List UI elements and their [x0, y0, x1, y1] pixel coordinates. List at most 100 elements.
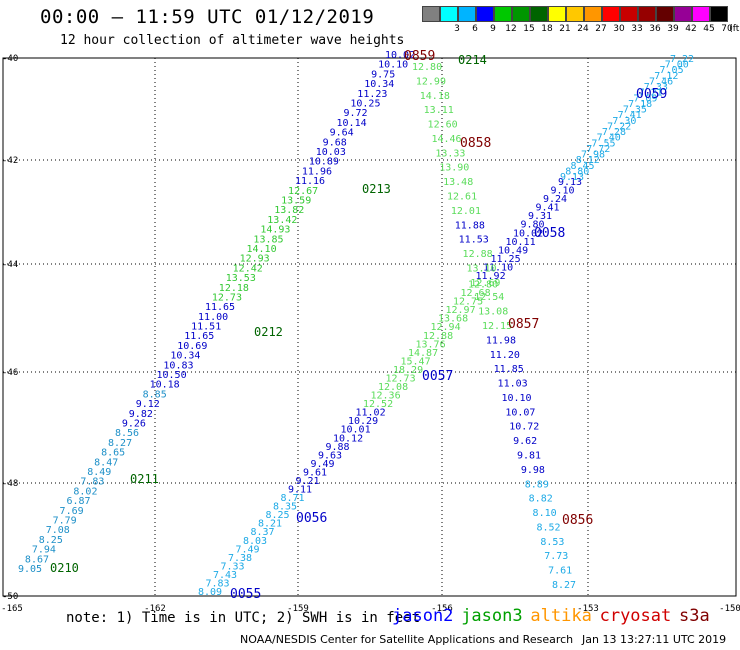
swh-value: 9.13	[558, 177, 582, 188]
swh-value: 10.01	[341, 425, 371, 436]
swh-value: 10.07	[505, 407, 535, 418]
swh-value: 10.25	[350, 98, 380, 109]
swh-value: 12.94	[431, 322, 461, 333]
scale-swatch-1	[440, 6, 458, 22]
scale-swatch-15	[692, 6, 710, 22]
swh-value: 8.80	[565, 166, 589, 177]
swh-value: 9.88	[326, 442, 350, 453]
time-tag: 0210	[50, 561, 79, 575]
swh-value: 10.10	[501, 393, 531, 404]
swh-value: 11.20	[490, 350, 520, 361]
swh-value: 9.05	[18, 564, 42, 575]
swh-value: 11.65	[205, 302, 235, 313]
swh-value: 7.08	[46, 525, 70, 536]
swh-value: 7.18	[628, 99, 652, 110]
footnote: note: 1) Time is in UTC; 2) SWH is in fe…	[66, 610, 421, 626]
swh-value: 7.69	[60, 506, 84, 517]
swh-value: 7.55	[591, 138, 615, 149]
swh-value: 12.73	[386, 373, 416, 384]
swh-value: 13.59	[281, 195, 311, 206]
swh-value: 13.11	[424, 105, 454, 116]
scale-swatch-12	[638, 6, 656, 22]
swh-value: 10.02	[513, 228, 543, 239]
swh-value: 7.61	[548, 566, 572, 577]
swh-value: 7.94	[32, 545, 56, 556]
time-tag: 0856	[562, 513, 593, 528]
swh-value: 7.43	[213, 570, 237, 581]
swh-value: 10.49	[498, 245, 528, 256]
swh-value: 9.98	[521, 465, 545, 476]
swh-value: 8.27	[108, 438, 132, 449]
lat-label: -42	[2, 156, 18, 166]
time-tag: 0058	[534, 226, 565, 241]
swh-value: 11.92	[476, 271, 506, 282]
swh-value: 10.12	[333, 433, 363, 444]
scale-label: 9	[490, 24, 496, 34]
swh-value: 12.67	[288, 186, 318, 197]
swh-value: 11.00	[198, 312, 228, 323]
scale-swatch-16	[710, 6, 728, 22]
swh-value: 9.41	[536, 203, 560, 214]
swh-value: 12.88	[423, 331, 453, 342]
swh-value: 12.97	[446, 305, 476, 316]
swh-value: 9.62	[513, 436, 537, 447]
time-tag: 0057	[422, 369, 453, 384]
swh-value: 13.08	[478, 307, 508, 318]
swh-value: 7.98	[581, 150, 605, 161]
time-tag: 0857	[508, 317, 539, 332]
time-tag: 0214	[458, 53, 487, 67]
swh-value: 7.12	[654, 71, 678, 82]
scale-swatch-13	[656, 6, 674, 22]
scale-swatch-4	[494, 6, 512, 22]
lat-label: -46	[2, 368, 18, 378]
scale-label: 39	[667, 24, 679, 34]
swh-value: 8.56	[115, 428, 139, 439]
swh-value: 12.54	[474, 292, 504, 303]
scale-swatch-0	[422, 6, 440, 22]
swh-value: 13.53	[226, 273, 256, 284]
swh-value: 10.50	[156, 370, 186, 381]
swh-value: 8.49	[87, 467, 111, 478]
swh-value: 10.34	[170, 351, 200, 362]
swh-value: 8.89	[525, 479, 549, 490]
swh-value: 12.93	[240, 254, 270, 265]
swh-value: 9.21	[296, 476, 320, 487]
swh-value: 7.40	[597, 133, 621, 144]
scale-label: 12	[505, 24, 517, 34]
swh-value: 8.03	[243, 536, 267, 547]
scale-swatch-10	[602, 6, 620, 22]
scale-label: 70	[721, 24, 733, 34]
scale-swatch-14	[674, 6, 692, 22]
swh-value: 11.98	[486, 335, 516, 346]
swh-value: 10.14	[337, 118, 367, 129]
swh-value: 9.72	[343, 108, 367, 119]
scale-swatch-5	[512, 6, 530, 22]
scale-label: 24	[577, 24, 589, 34]
swh-value: 11.51	[191, 322, 221, 333]
swh-value: 8.82	[529, 494, 553, 505]
satellite-altika: altika	[530, 606, 592, 626]
satellite-cryosat: cryosat	[599, 606, 672, 626]
swh-value: 13.82	[274, 205, 304, 216]
swh-value: 8.12	[576, 155, 600, 166]
swh-value: 8.37	[251, 527, 275, 538]
swh-value: 11.02	[356, 408, 386, 419]
swh-value: 7.33	[221, 561, 245, 572]
credit-line: NOAA/NESDIS Center for Satellite Applica…	[240, 633, 574, 646]
swh-value: 12.36	[371, 391, 401, 402]
swh-value: 10.72	[509, 422, 539, 433]
swh-value: 7.49	[236, 544, 260, 555]
swh-value: 14.10	[247, 244, 277, 255]
scale-label: 15	[523, 24, 535, 34]
swh-value: 7.72	[586, 144, 610, 155]
swh-value: 8.85	[143, 389, 167, 400]
lat-label: -48	[2, 479, 18, 489]
scale-label: 3	[454, 24, 460, 34]
swh-value: 7.28	[602, 127, 626, 138]
time-tag: 0213	[362, 182, 391, 196]
swh-value: 11.96	[302, 166, 332, 177]
swh-value: 11.65	[184, 331, 214, 342]
swh-value: 12.99	[416, 76, 446, 87]
scale-swatch-11	[620, 6, 638, 22]
